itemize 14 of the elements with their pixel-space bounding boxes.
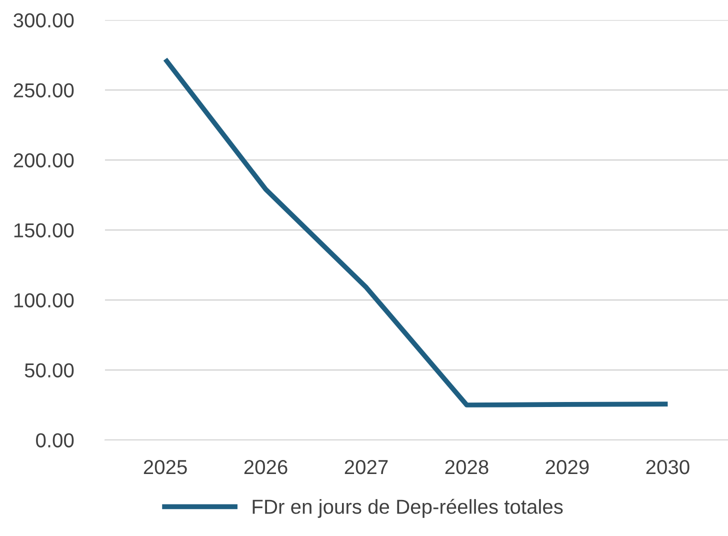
x-tick-label: 2030 — [646, 460, 690, 474]
y-tick-label: 150.00 — [14, 223, 74, 238]
x-tick-label: 2029 — [546, 460, 589, 474]
x-tick-label: 2025 — [144, 460, 187, 474]
x-tick-label: 2027 — [344, 460, 388, 474]
legend-label: FDr en jours de Dep-réelles totales — [252, 498, 563, 518]
y-tick-label: 300.00 — [14, 13, 74, 28]
y-tick-label: 0.00 — [36, 433, 74, 448]
y-tick-label: 200.00 — [14, 153, 74, 168]
y-tick-label: 100.00 — [14, 293, 74, 308]
x-tick-label: 2028 — [445, 460, 488, 474]
x-tick-label: 2026 — [244, 460, 288, 474]
y-tick-label: 50.00 — [24, 363, 74, 378]
y-tick-label: 250.00 — [14, 83, 74, 98]
